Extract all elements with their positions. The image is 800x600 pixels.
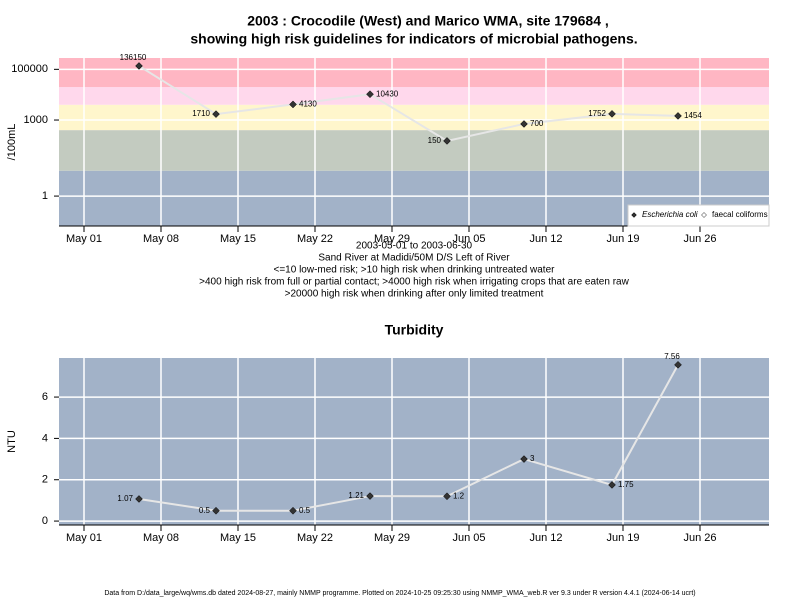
data-label: 1710 — [192, 109, 210, 118]
risk-band — [59, 58, 769, 88]
y-tick-label: 1000 — [24, 114, 48, 126]
data-point — [366, 90, 374, 99]
note: 2003-05-01 to 2003-06-30 — [356, 241, 473, 252]
data-point — [443, 137, 451, 145]
x-tick-label: May 01 — [66, 233, 102, 245]
x-tick-label: May 22 — [297, 233, 333, 245]
data-label: 1.07 — [117, 494, 133, 503]
data-point — [366, 492, 374, 500]
x-tick-label: Jun 05 — [452, 532, 485, 544]
data-label: 150 — [428, 136, 442, 145]
data-point — [520, 120, 528, 128]
data-point — [520, 455, 528, 463]
data-label: 10430 — [376, 89, 399, 98]
series-line — [138, 65, 679, 142]
x-tick-label: Jun 12 — [529, 233, 562, 245]
x-tick-label: May 08 — [143, 233, 179, 245]
y-tick-label: 0 — [42, 515, 48, 527]
y-tick-label: 2 — [42, 474, 48, 486]
legend-marker — [631, 212, 637, 218]
data-label: 7.56 — [664, 352, 680, 361]
x-tick-label: Jun 26 — [683, 233, 716, 245]
y-tick-label: 1 — [42, 190, 48, 202]
y-axis-label: /100mL — [6, 124, 18, 161]
data-point — [608, 110, 616, 118]
chart-subtitle: showing high risk guidelines for indicat… — [190, 31, 637, 47]
data-point — [674, 360, 682, 369]
risk-band — [59, 358, 769, 525]
y-tick-label: 100000 — [11, 63, 48, 75]
data-label: 4130 — [299, 100, 317, 109]
data-label: 1752 — [588, 109, 606, 118]
x-tick-label: Jun 19 — [606, 233, 639, 245]
data-point — [135, 495, 143, 503]
chart-title: 2003 : Crocodile (West) and Marico WMA, … — [247, 13, 609, 29]
data-label: 136150 — [120, 53, 147, 62]
x-tick-label: Jun 26 — [683, 532, 716, 544]
x-tick-label: May 08 — [143, 532, 179, 544]
y-tick-label: 6 — [42, 391, 48, 403]
data-point — [212, 506, 220, 515]
x-tick-label: May 22 — [297, 532, 333, 544]
footer: Data from D:/data_large/wq/wms.db dated … — [104, 590, 695, 597]
x-tick-label: Jun 12 — [529, 532, 562, 544]
risk-band — [59, 87, 769, 105]
risk-band — [59, 130, 769, 171]
x-tick-label: May 01 — [66, 532, 102, 544]
legend-label: Escherichia coli — [642, 210, 698, 219]
risk-band — [59, 104, 769, 131]
x-tick-label: Jun 19 — [606, 532, 639, 544]
data-label: 1.75 — [618, 480, 634, 489]
legend-box — [627, 204, 770, 227]
note: >20000 high risk when drinking after onl… — [285, 289, 544, 300]
note: <=10 low-med risk; >10 high risk when dr… — [274, 265, 556, 276]
data-label: 1454 — [684, 111, 702, 120]
data-label: 0.5 — [199, 506, 211, 515]
x-tick-label: May 29 — [374, 233, 410, 245]
legend-marker — [701, 212, 707, 218]
data-label: 1.21 — [348, 491, 364, 500]
x-tick-label: May 15 — [220, 532, 256, 544]
data-point — [135, 62, 143, 70]
x-tick-label: Jun 05 — [452, 233, 485, 245]
data-point — [608, 481, 616, 489]
legend-label: faecal coliforms — [712, 210, 768, 219]
chart-title: Turbidity — [385, 322, 444, 338]
data-point — [212, 110, 220, 118]
y-tick-label: 4 — [42, 432, 48, 444]
data-label: 700 — [530, 119, 544, 128]
x-tick-label: May 29 — [374, 532, 410, 544]
y-axis-label: NTU — [6, 430, 18, 453]
data-label: 0.5 — [299, 506, 311, 515]
data-point — [443, 492, 451, 501]
note: Sand River at Madidi/50M D/S Left of Riv… — [318, 253, 510, 264]
data-point — [289, 506, 297, 515]
x-tick-label: May 15 — [220, 233, 256, 245]
data-point — [289, 100, 297, 109]
note: >400 high risk from full or partial cont… — [199, 277, 629, 288]
data-label: 1.2 — [453, 491, 465, 500]
series-line — [138, 364, 679, 512]
data-point — [674, 112, 682, 120]
data-label: 3 — [530, 454, 535, 463]
